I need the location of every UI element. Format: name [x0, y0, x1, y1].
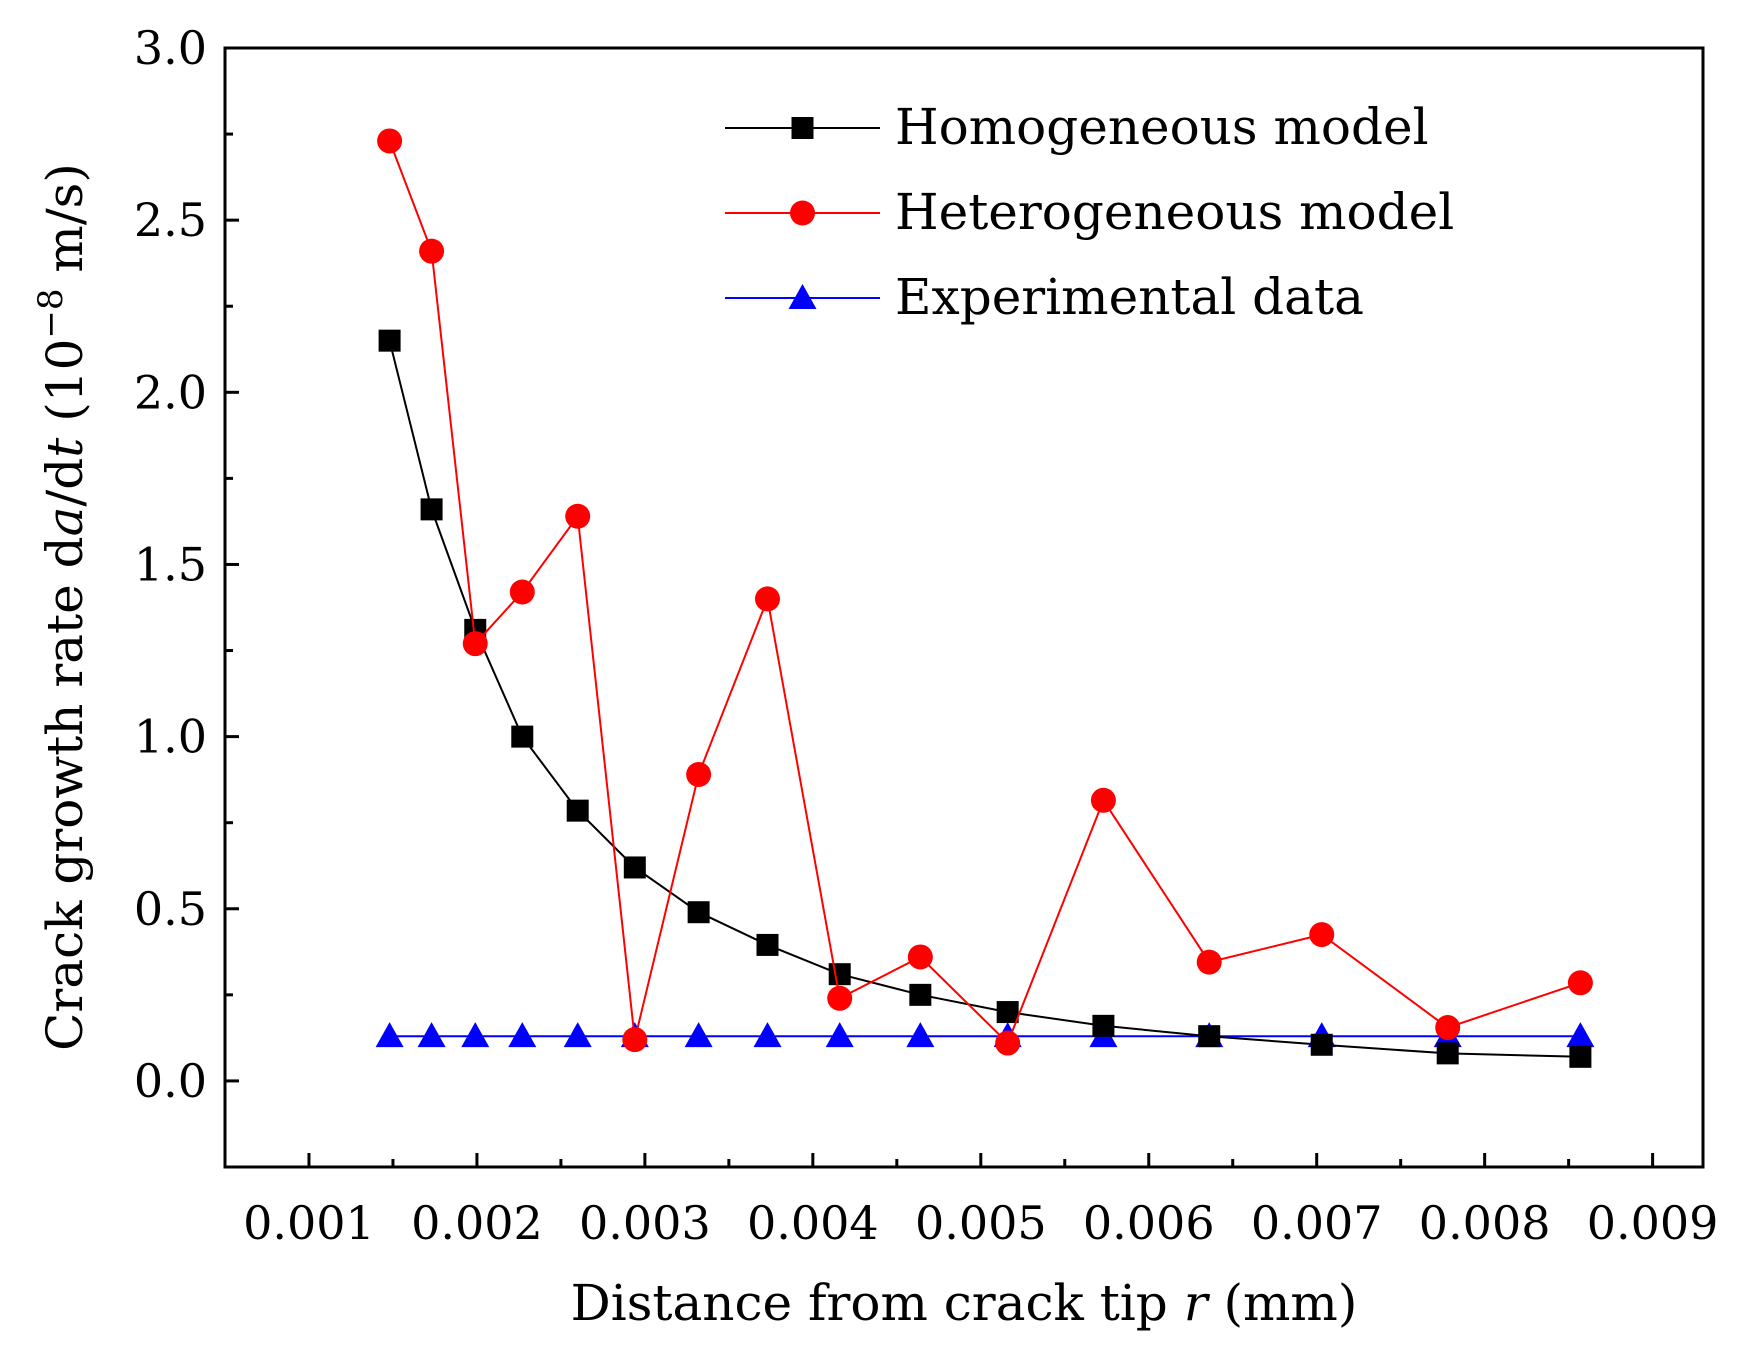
data-point-heterogeneous-model — [565, 503, 591, 529]
data-point-heterogeneous-model — [509, 579, 535, 605]
data-point-homogeneous-model — [756, 933, 779, 956]
legend-entry-heterogeneous-model: Heterogeneous model — [725, 183, 1454, 241]
series-heterogeneous-model — [377, 128, 1593, 1056]
data-point-experimental-data — [1566, 1022, 1595, 1048]
data-point-heterogeneous-model — [827, 985, 853, 1011]
data-point-heterogeneous-model — [622, 1027, 648, 1053]
y-tick-label: 2.5 — [134, 193, 207, 247]
data-point-homogeneous-model — [1198, 1025, 1221, 1048]
y-tick-label: 1.5 — [134, 537, 207, 591]
data-point-heterogeneous-model — [462, 631, 488, 657]
data-point-experimental-data — [375, 1022, 404, 1048]
data-point-homogeneous-model — [996, 1001, 1019, 1024]
plot-frame — [223, 46, 1705, 1169]
data-point-experimental-data — [563, 1022, 592, 1048]
data-point-heterogeneous-model — [1196, 949, 1222, 975]
legend-label: Experimental data — [895, 268, 1364, 326]
legend-marker — [788, 284, 817, 309]
x-tick-label: 0.007 — [1251, 1196, 1383, 1250]
data-point-heterogeneous-model — [995, 1030, 1021, 1056]
x-axis-title-unit: (mm) — [1208, 1274, 1358, 1332]
data-point-experimental-data — [461, 1022, 490, 1048]
y-axis-ticks: 0.0 0.5 1.0 1.5 2.0 2.5 3.0 — [134, 21, 239, 1108]
y-tick-label: 0.5 — [134, 882, 207, 936]
x-tick-label: 0.001 — [243, 1196, 375, 1250]
data-point-heterogeneous-model — [1309, 922, 1335, 948]
x-tick-label: 0.008 — [1419, 1196, 1551, 1250]
y-axis-title-italic-a: a — [36, 507, 94, 537]
data-point-homogeneous-model — [566, 799, 589, 822]
data-point-homogeneous-model — [687, 901, 710, 924]
x-axis-title: Distance from crack tip r (mm) — [571, 1274, 1358, 1332]
series-layer — [375, 128, 1595, 1068]
series-line-homogeneous-model — [388, 340, 1581, 1058]
data-point-experimental-data — [825, 1022, 854, 1048]
y-tick-label: 0.0 — [134, 1054, 207, 1108]
data-point-homogeneous-model — [1569, 1045, 1592, 1068]
x-axis-title-prefix: Distance from crack tip — [571, 1274, 1184, 1332]
data-point-heterogeneous-model — [686, 761, 712, 787]
legend-label: Homogeneous model — [895, 98, 1429, 156]
legend-marker — [790, 200, 815, 226]
y-tick-label: 2.0 — [134, 365, 207, 419]
data-point-homogeneous-model — [378, 329, 401, 352]
data-point-homogeneous-model — [1092, 1014, 1115, 1037]
legend: Homogeneous model Heterogeneous model Expe… — [725, 98, 1454, 326]
series-line-heterogeneous-model — [388, 140, 1581, 1045]
y-axis-title-italic-t: t — [36, 437, 94, 458]
data-point-homogeneous-model — [623, 856, 646, 879]
data-point-homogeneous-model — [1436, 1042, 1459, 1065]
x-tick-label: 0.009 — [1587, 1196, 1719, 1250]
data-point-homogeneous-model — [909, 983, 932, 1006]
x-axis-title-variable: r — [1184, 1274, 1211, 1332]
x-axis-ticks: 0.001 0.002 0.003 0.004 0.005 0.006 0.007 0.008… — [243, 1153, 1718, 1250]
series-homogeneous-model — [378, 329, 1592, 1068]
y-axis-title-part1: Crack growth rate d — [36, 536, 94, 1050]
x-tick-label: 0.006 — [1083, 1196, 1215, 1250]
data-point-heterogeneous-model — [1567, 970, 1593, 996]
data-point-heterogeneous-model — [1435, 1015, 1461, 1041]
data-point-experimental-data — [508, 1022, 537, 1048]
data-point-heterogeneous-model — [377, 128, 403, 154]
data-point-experimental-data — [753, 1022, 782, 1048]
y-axis-title-part3: (10 — [36, 339, 94, 438]
y-axis-title: Crack growth rate da/dt (10−8 m/s) — [31, 163, 94, 1051]
x-tick-label: 0.004 — [747, 1196, 879, 1250]
y-tick-label: 3.0 — [134, 21, 207, 75]
data-point-experimental-data — [417, 1022, 446, 1048]
data-point-homogeneous-model — [511, 725, 534, 748]
y-axis-title-part2: /d — [36, 458, 94, 507]
data-point-homogeneous-model — [1310, 1033, 1333, 1056]
legend-entry-experimental-data: Experimental data — [725, 268, 1364, 326]
data-point-heterogeneous-model — [419, 238, 445, 264]
data-point-heterogeneous-model — [907, 944, 933, 970]
x-tick-label: 0.005 — [915, 1196, 1047, 1250]
y-axis-title-exponent: −8 — [31, 288, 71, 338]
data-point-experimental-data — [906, 1022, 935, 1048]
data-point-heterogeneous-model — [1090, 787, 1116, 813]
data-point-heterogeneous-model — [754, 586, 780, 612]
x-tick-label: 0.002 — [411, 1196, 543, 1250]
legend-label: Heterogeneous model — [895, 183, 1454, 241]
data-point-homogeneous-model — [828, 963, 851, 986]
legend-marker — [791, 117, 814, 139]
legend-entry-homogeneous-model: Homogeneous model — [725, 98, 1429, 156]
y-axis-title-part4: m/s) — [36, 163, 94, 288]
x-tick-label: 0.003 — [579, 1196, 711, 1250]
data-point-experimental-data — [684, 1022, 713, 1048]
y-tick-label: 1.0 — [134, 710, 207, 764]
data-point-homogeneous-model — [420, 498, 443, 521]
